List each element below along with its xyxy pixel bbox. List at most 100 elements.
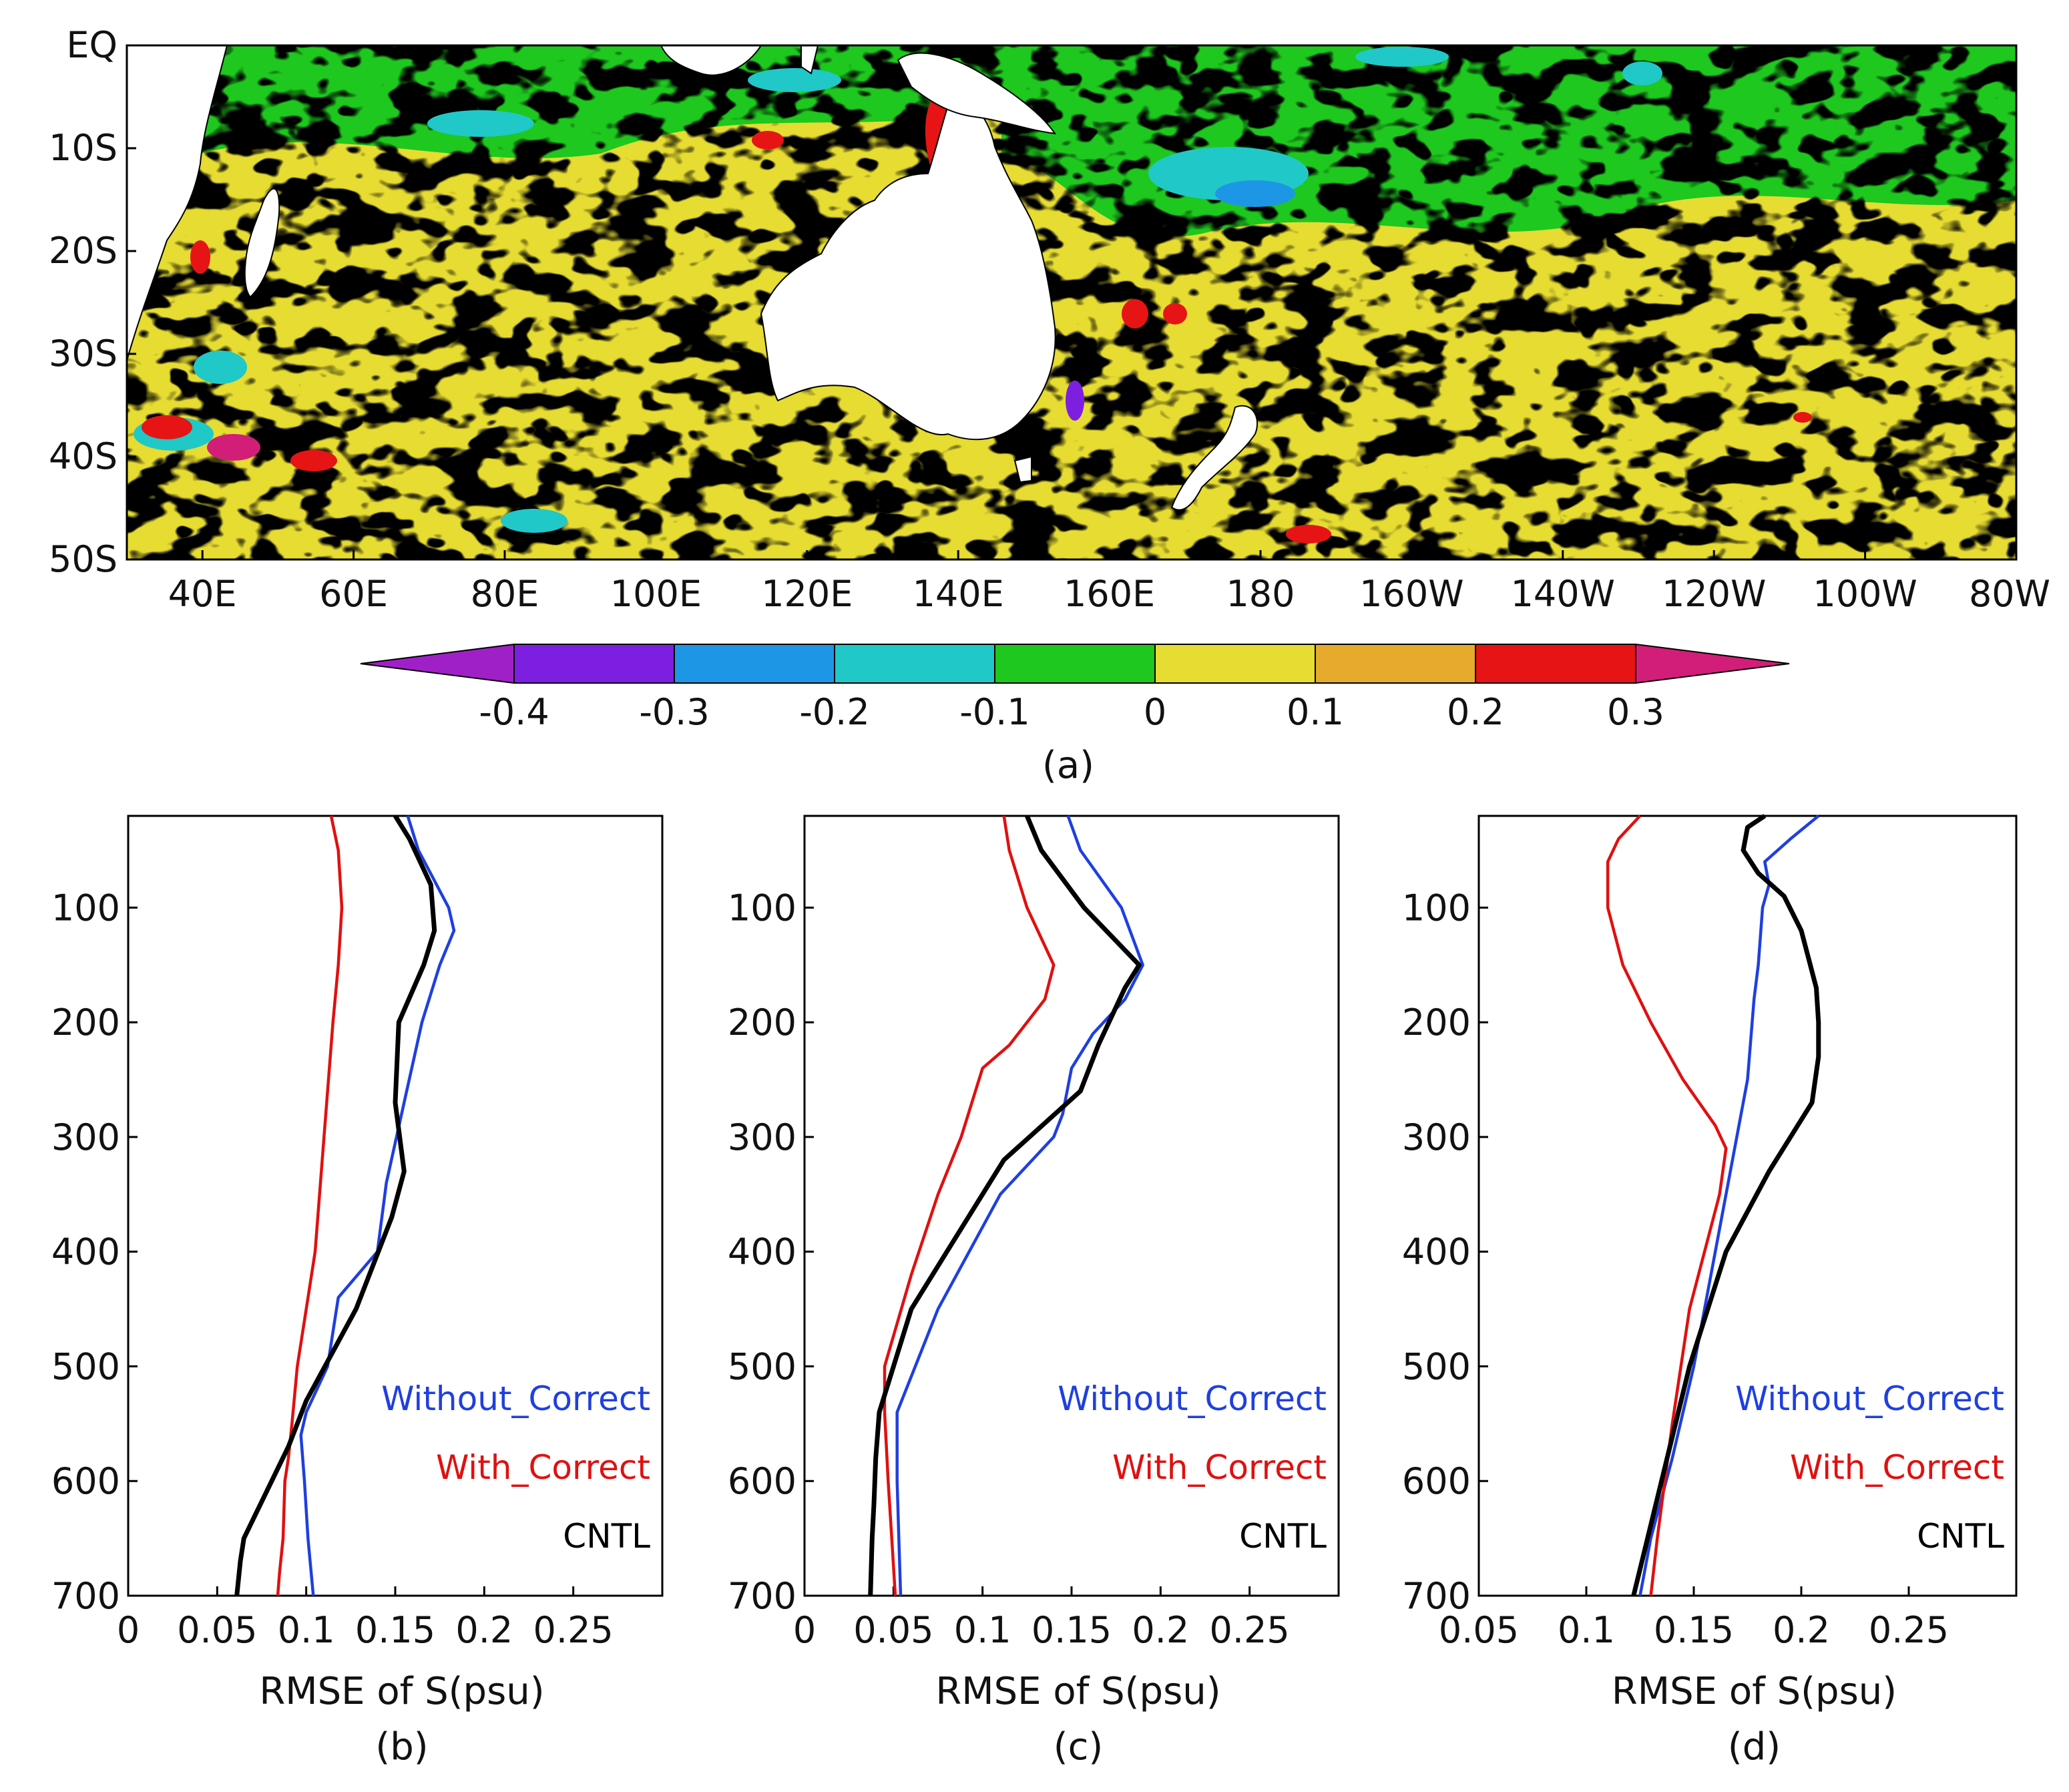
colorbar-level-label: 0.1 [1287, 691, 1344, 733]
map-x-tick-label: 140E [913, 573, 1004, 615]
colorbar-level-label: 0.2 [1447, 691, 1504, 733]
blue-patch [1215, 180, 1295, 207]
series-line-with-correct [276, 815, 344, 1596]
colorbar-swatch [1475, 644, 1636, 684]
x-tick-label: 0.25 [533, 1609, 614, 1651]
colorbar-level-label: -0.3 [639, 691, 709, 733]
cyan-patch [748, 68, 841, 92]
colorbar-swatch [674, 644, 835, 684]
cyan-patch [1622, 61, 1662, 85]
plot-frame [1477, 815, 2018, 1597]
y-tick-label: 100 [728, 887, 796, 929]
series-line-without-correct [895, 815, 1144, 1596]
x-axis-label: RMSE of S(psu) [1612, 1670, 1897, 1713]
red-patch [142, 415, 192, 439]
colorbar-swatch [834, 644, 995, 684]
panel-a-caption: (a) [1042, 744, 1094, 787]
x-tick-label: 0.2 [455, 1609, 513, 1651]
legend-without-correct: Without_Correct [1058, 1379, 1327, 1418]
map-x-tick-label: 100W [1813, 573, 1917, 615]
map-x-tick-label: 100E [610, 573, 702, 615]
y-tick-label: 400 [728, 1231, 796, 1273]
map-x-tick-label: 40E [168, 573, 237, 615]
legend-cntl: CNTL [1917, 1517, 2004, 1556]
x-tick-label: 0.1 [954, 1609, 1011, 1651]
map-x-tick-label: 160W [1359, 573, 1463, 615]
new-guinea-landmass [897, 52, 1057, 135]
legend-without-correct: Without_Correct [1735, 1379, 2004, 1418]
y-tick-label: 500 [51, 1345, 120, 1387]
colorbar-level-label: 0.3 [1607, 691, 1664, 733]
legend-without-correct: Without_Correct [381, 1379, 650, 1418]
red-patch [1793, 412, 1812, 423]
cyan-patch [501, 509, 567, 533]
madagascar-landmass [244, 188, 280, 298]
x-tick-label: 0.15 [1031, 1609, 1112, 1651]
map-x-tick-label: 160E [1064, 573, 1155, 615]
red-patch [190, 240, 210, 274]
x-tick-label: 0 [793, 1609, 816, 1651]
y-tick-label: 100 [51, 887, 120, 929]
y-tick-label: 100 [1402, 887, 1471, 929]
y-tick-label: 200 [51, 1001, 120, 1044]
cyan-patch [427, 110, 534, 137]
y-tick-label: 300 [51, 1116, 120, 1158]
y-tick-label: 700 [728, 1575, 796, 1617]
series-line-without-correct [1638, 815, 1820, 1596]
salinity-field [127, 45, 2016, 559]
x-tick-label: 0.25 [1869, 1609, 1949, 1651]
map-y-tick-label: 10S [49, 127, 118, 169]
y-tick-label: 500 [728, 1345, 796, 1387]
panel-caption: (d) [1728, 1725, 1781, 1769]
map-y-tick-label: 50S [49, 538, 118, 580]
y-tick-label: 300 [728, 1116, 796, 1158]
y-tick-label: 400 [1402, 1231, 1471, 1273]
y-tick-label: 700 [1402, 1575, 1471, 1617]
colorbar-level-label: 0 [1144, 691, 1166, 733]
cyan-patch [1355, 47, 1449, 67]
series-line-cntl [1631, 814, 1821, 1596]
colorbar-level-label: -0.4 [479, 691, 549, 733]
y-tick-label: 600 [1402, 1460, 1471, 1502]
x-tick-label: 0.05 [853, 1609, 933, 1651]
y-tick-label: 400 [51, 1231, 120, 1273]
sulawesi-landmass [800, 45, 819, 75]
red-patch [1286, 525, 1331, 543]
colorbar-swatch [1154, 644, 1316, 684]
series-line-cntl [868, 815, 1142, 1596]
tasmania-landmass [1013, 455, 1032, 483]
y-tick-label: 300 [1402, 1116, 1471, 1158]
x-tick-label: 0.1 [278, 1609, 335, 1651]
legend-with-correct: With_Correct [1790, 1448, 2004, 1487]
x-tick-label: 0.15 [1654, 1609, 1734, 1651]
red-patch [290, 450, 337, 471]
colorbar-level-label: -0.2 [799, 691, 869, 733]
panel-caption: (b) [375, 1725, 428, 1769]
cyan-patch [194, 351, 247, 384]
new-zealand-landmass [1170, 405, 1258, 511]
colorbar-swatch [1315, 644, 1476, 684]
map-y-tick-label: EQ [66, 24, 118, 66]
borneo-landmass [660, 45, 762, 76]
y-tick-label: 500 [1402, 1345, 1471, 1387]
x-tick-label: 0.1 [1558, 1609, 1615, 1651]
panel-caption: (c) [1054, 1725, 1103, 1769]
legend-cntl: CNTL [1239, 1517, 1327, 1556]
x-tick-label: 0.2 [1773, 1609, 1830, 1651]
map-y-axis: EQ 10S 20S 30S 40S 50S [49, 24, 136, 580]
x-tick-label: 0.15 [355, 1609, 435, 1651]
map-frame [126, 44, 2018, 561]
y-tick-label: 600 [51, 1460, 120, 1502]
red-patch [752, 131, 784, 150]
map-x-tick-label: 120W [1662, 573, 1766, 615]
x-axis-label: RMSE of S(psu) [935, 1670, 1220, 1713]
map-panel: EQ 10S 20S 30S 40S 50S 40E 60E 80E 100E 120E 140E 1… [49, 24, 2050, 787]
map-x-tick-label: 60E [319, 573, 388, 615]
series-line-with-correct [883, 815, 1056, 1596]
x-tick-label: 0.05 [1439, 1609, 1519, 1651]
series-line-without-correct [299, 815, 456, 1596]
map-y-tick-label: 30S [49, 332, 118, 375]
